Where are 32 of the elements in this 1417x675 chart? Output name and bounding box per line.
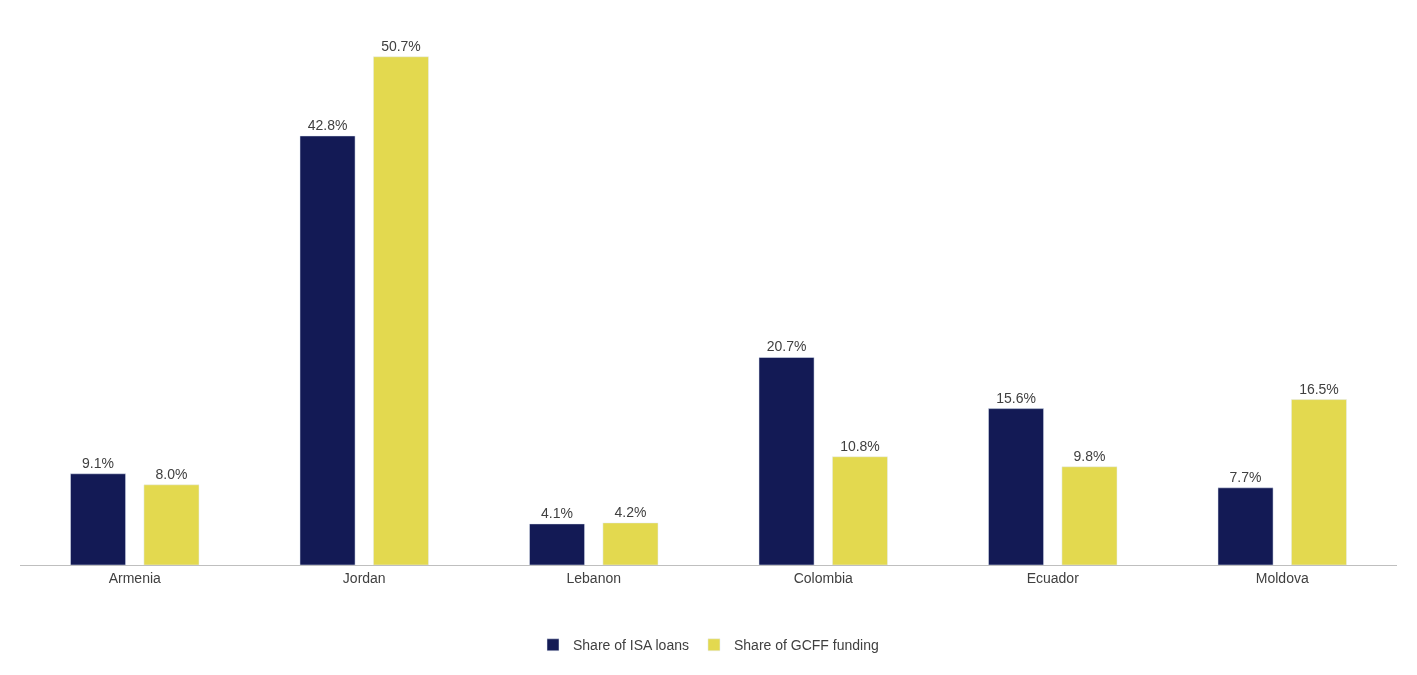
bar xyxy=(143,484,200,565)
bar xyxy=(1061,466,1118,565)
bar xyxy=(1217,487,1274,565)
x-tick-label: Ecuador xyxy=(1026,569,1080,586)
data-label: 9.1% xyxy=(82,454,114,471)
data-label: 10.8% xyxy=(840,437,880,454)
legend-label: Share of ISA loans xyxy=(573,637,689,654)
data-label: 50.7% xyxy=(381,37,421,54)
bar xyxy=(602,522,659,565)
bar xyxy=(529,523,585,565)
data-label: 16.5% xyxy=(1299,380,1339,397)
bar xyxy=(988,408,1044,565)
data-label: 42.8% xyxy=(307,116,348,133)
x-tick-label: Moldova xyxy=(1255,569,1309,586)
x-tick-label: Colombia xyxy=(793,569,854,586)
data-label: 4.1% xyxy=(541,504,573,521)
data-label: 20.7% xyxy=(766,338,807,355)
bar xyxy=(832,456,888,565)
bar xyxy=(299,135,356,565)
x-tick-label: Lebanon xyxy=(566,569,622,586)
data-label: 8.0% xyxy=(155,465,188,482)
data-label: 7.7% xyxy=(1229,468,1262,485)
x-tick-label: Armenia xyxy=(108,569,162,586)
bar xyxy=(758,357,815,565)
data-label: 15.6% xyxy=(996,389,1036,406)
bar xyxy=(373,56,429,565)
data-label: 9.8% xyxy=(1073,447,1106,464)
data-label: 4.2% xyxy=(614,503,647,520)
legend-label: Share of GCFF funding xyxy=(733,637,879,654)
bar xyxy=(1291,399,1347,565)
bar xyxy=(70,473,126,565)
x-tick-label: Jordan xyxy=(342,569,386,586)
